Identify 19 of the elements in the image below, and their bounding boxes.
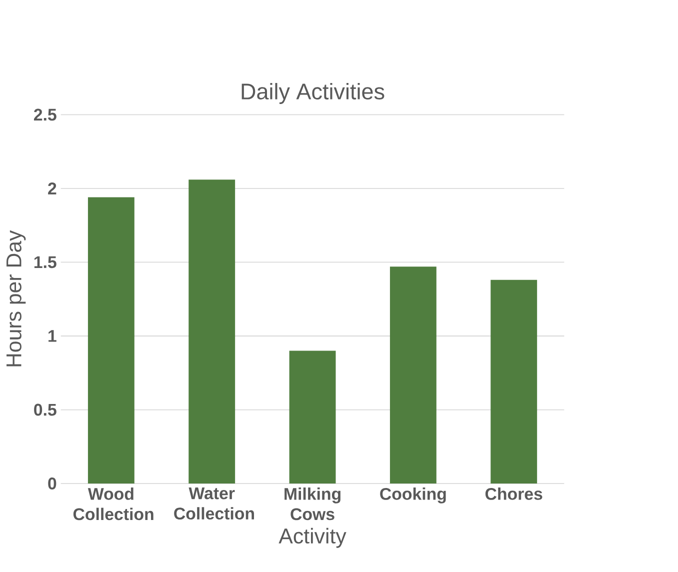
x-tick-label: Water Collection [174,488,254,520]
bar [490,280,538,484]
bar [289,350,336,484]
x-tick-label: Cooking [380,488,446,504]
bar [390,266,436,484]
y-tick-label: 0.5 [34,404,56,416]
bar [188,180,236,484]
y-tick-label: 2 [48,182,56,195]
y-tick-label: 0 [48,478,56,490]
bar [88,198,134,484]
x-tick-label: Chores [485,488,542,500]
y-tick-label: 1.5 [34,256,56,268]
x-axis-title: Activity [278,528,346,548]
x-tick-label: Wood Collection [73,488,154,520]
y-axis-title: Hours per Day [6,230,26,366]
y-tick-label: 2.5 [34,108,56,121]
y-tick-label: 1 [48,330,56,342]
x-tick-label: Milking Cows [284,488,340,520]
chart-title: Daily Activities [242,83,384,104]
